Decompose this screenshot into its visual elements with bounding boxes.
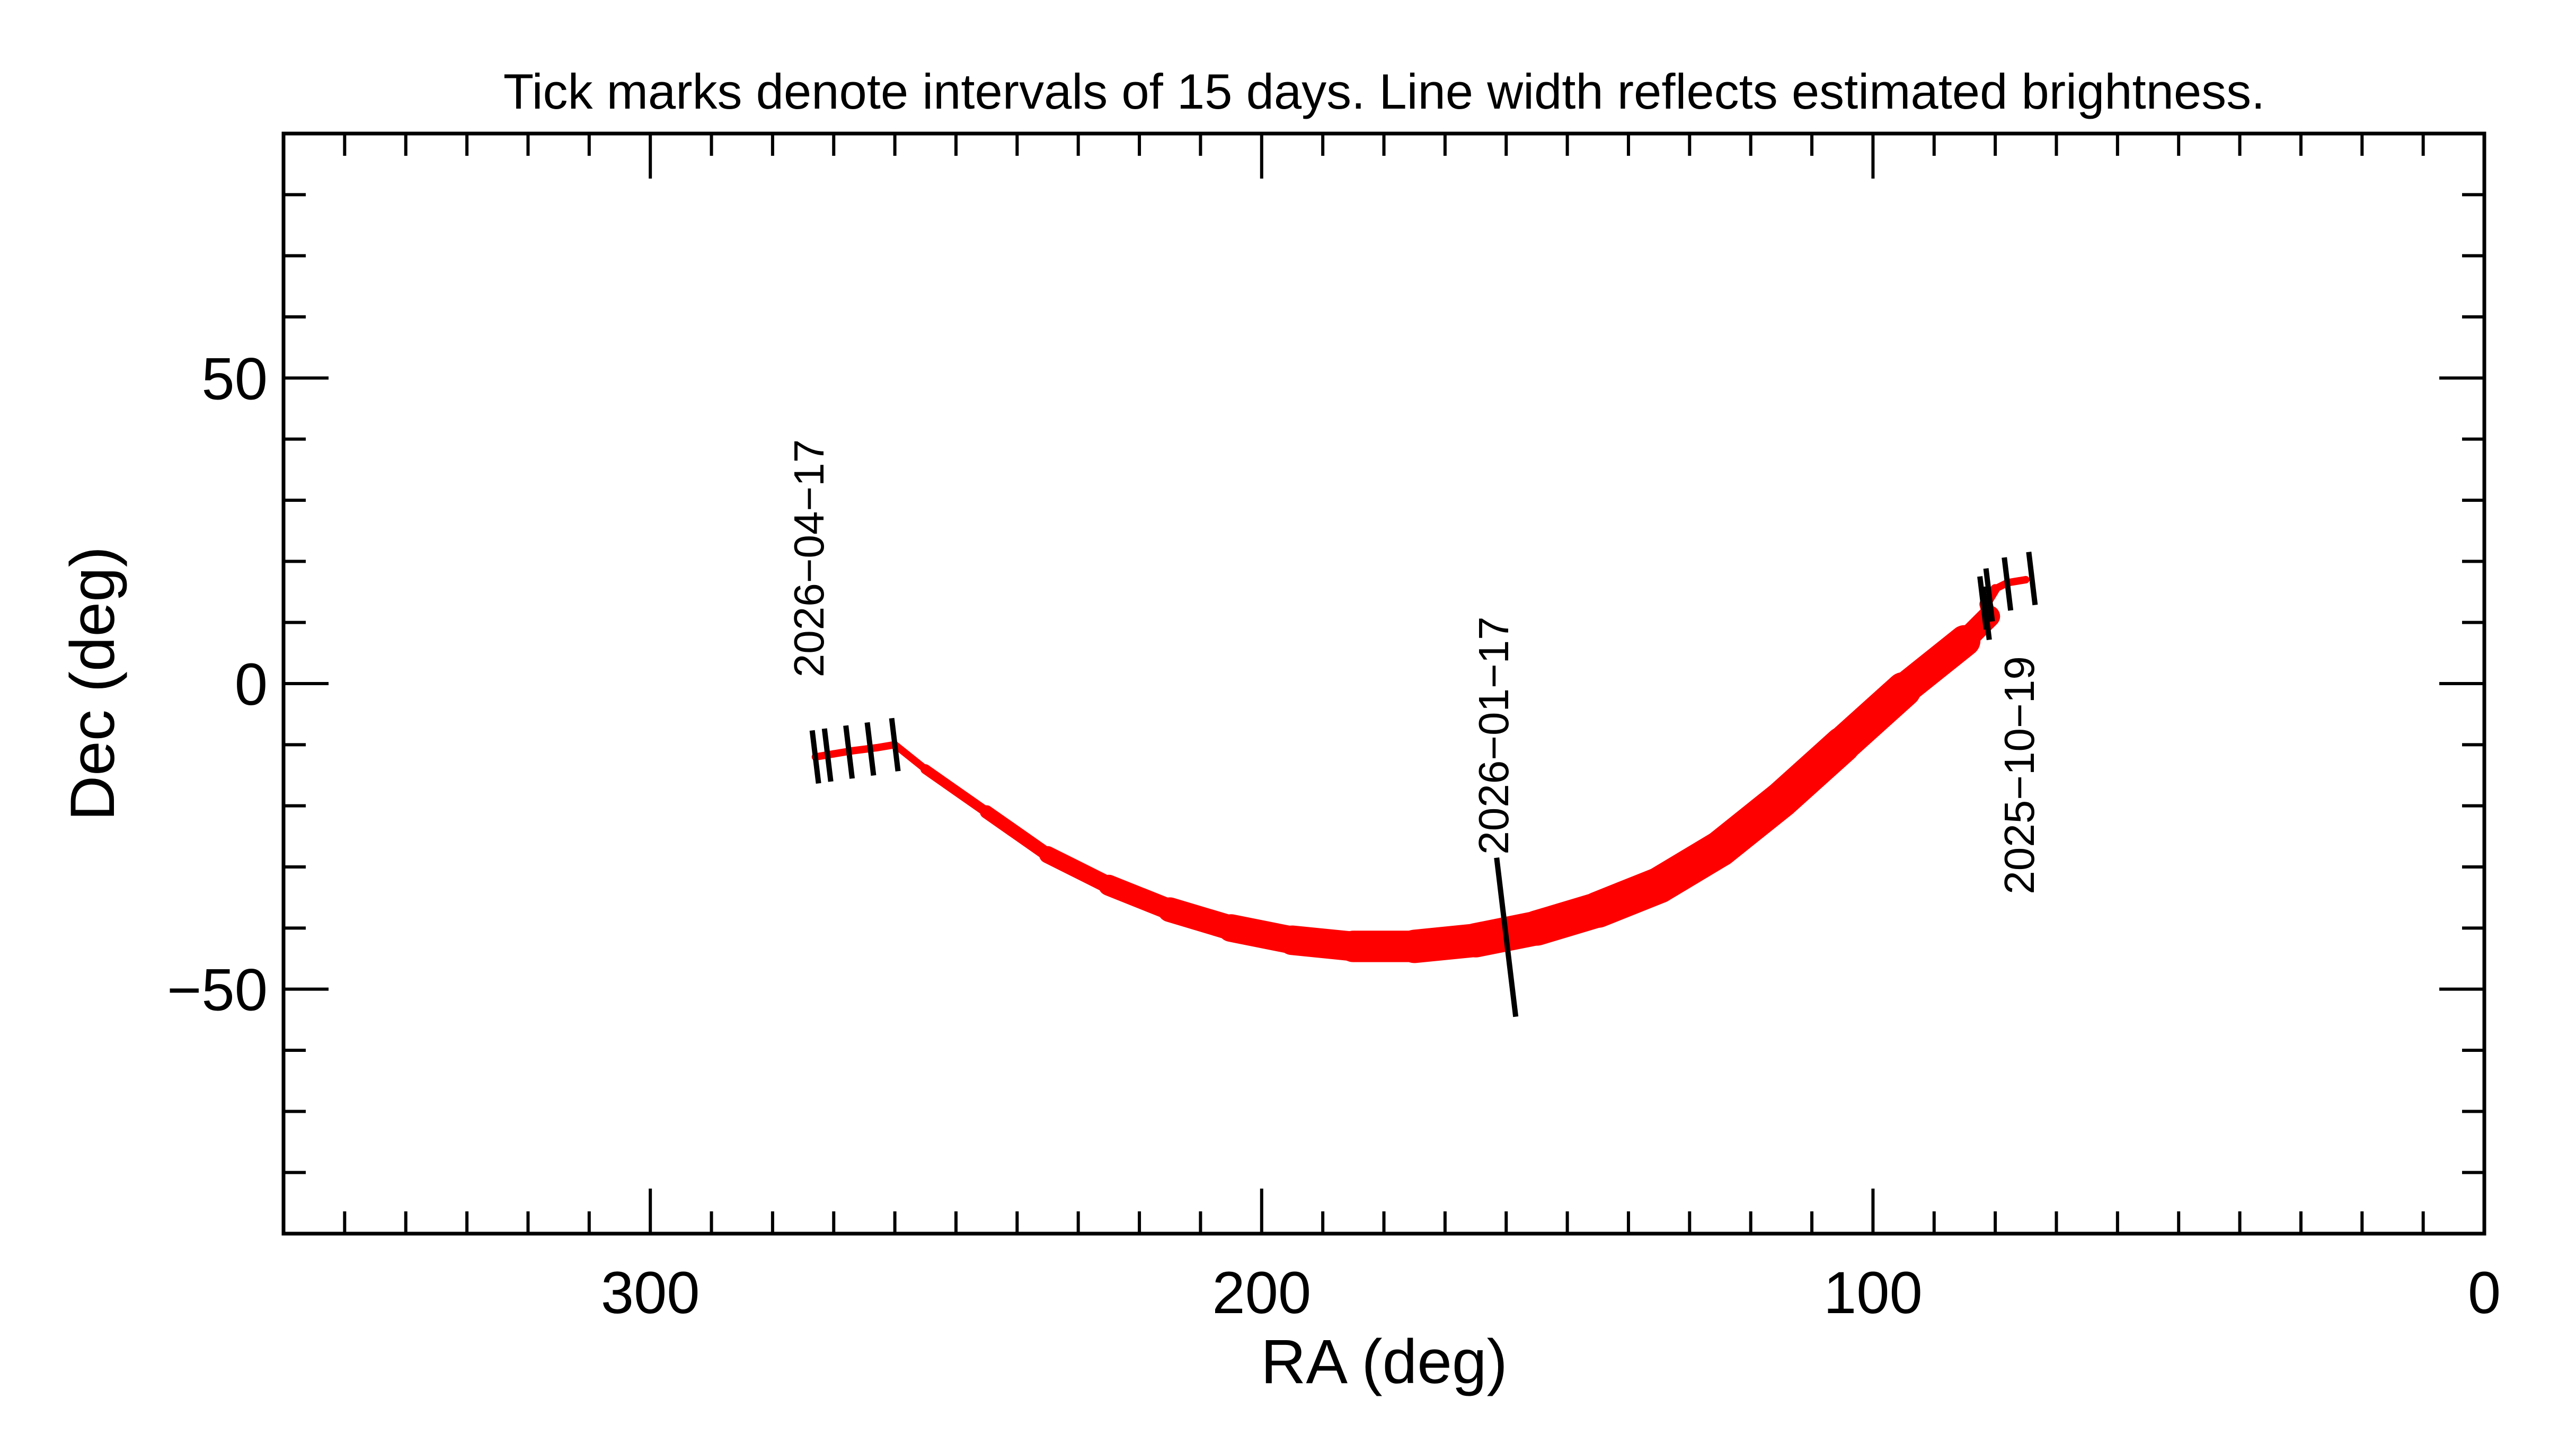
time-tick bbox=[2026, 552, 2038, 606]
time-tick bbox=[889, 718, 901, 772]
track-segment bbox=[920, 764, 992, 817]
time-tick bbox=[1983, 568, 1995, 622]
x-tick-label: 0 bbox=[2468, 1260, 2501, 1326]
x-tick-label: 200 bbox=[1212, 1260, 1311, 1326]
track-segment bbox=[1157, 897, 1244, 941]
time-tick bbox=[1494, 857, 1519, 1017]
track-segment bbox=[980, 805, 1055, 862]
time-tick bbox=[864, 722, 877, 776]
time-tick bbox=[809, 730, 821, 784]
track-layer bbox=[811, 575, 2030, 963]
x-axis-label: RA (deg) bbox=[1261, 1327, 1508, 1397]
track-segment bbox=[1039, 846, 1118, 894]
axes-layer: 300 200 100 0 50 0 −50 bbox=[167, 131, 2501, 1326]
y-axis-label: Dec (deg) bbox=[58, 546, 128, 821]
time-tick bbox=[2002, 557, 2014, 611]
date-labels-layer: 2025−10−19 2026−01−17 2026−04−17 bbox=[785, 439, 2043, 894]
x-tick-label: 300 bbox=[601, 1260, 700, 1326]
date-label: 2026−04−17 bbox=[785, 439, 833, 677]
time-tick bbox=[821, 728, 834, 782]
date-label: 2026−01−17 bbox=[1470, 616, 1517, 854]
date-label: 2025−10−19 bbox=[1996, 656, 2043, 894]
track-segment bbox=[811, 750, 838, 761]
y-tick-label: −50 bbox=[167, 957, 268, 1023]
time-tick bbox=[1980, 586, 1992, 640]
y-tick-label: 50 bbox=[201, 346, 268, 412]
x-tick-label: 100 bbox=[1823, 1260, 1923, 1326]
plot-frame bbox=[281, 131, 2486, 1236]
track-segment bbox=[1098, 874, 1181, 920]
chart-title: Tick marks denote intervals of 15 days. … bbox=[503, 64, 2265, 119]
track-segment bbox=[891, 741, 930, 773]
y-tick-label: 0 bbox=[235, 651, 268, 718]
time-ticks-layer bbox=[809, 552, 2038, 1017]
time-tick bbox=[843, 725, 855, 779]
